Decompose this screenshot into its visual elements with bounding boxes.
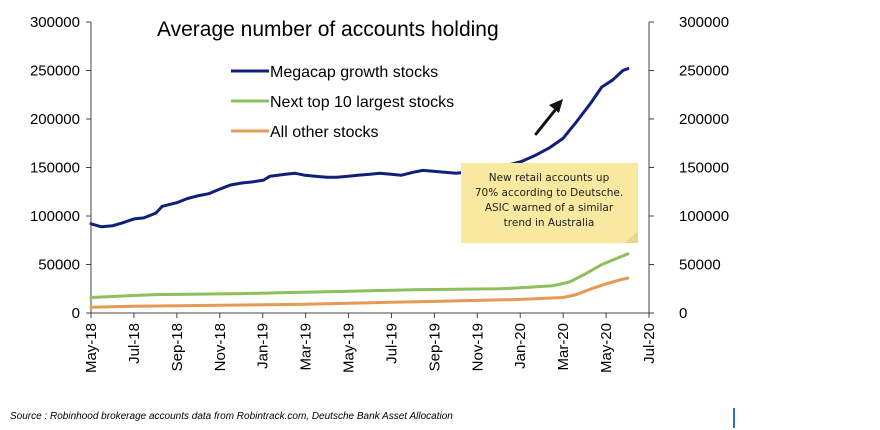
x-tick-label: May-18	[83, 323, 100, 373]
y-tick-label-right: 200000	[679, 111, 729, 128]
arrow-annotation	[534, 99, 563, 136]
chart-title: Average number of accounts holding	[157, 18, 499, 41]
x-tick-label: Sep-19	[426, 323, 443, 371]
note-line: New retail accounts up	[489, 172, 610, 184]
legend-label-0: Megacap growth stocks	[270, 64, 438, 81]
x-tick-labels: May-18 Jul-18 Sep-18 Nov-18 Jan-19 Mar-19 May-…	[83, 323, 658, 373]
y-tick-label-right: 300000	[679, 14, 729, 31]
x-tick-label: Sep-18	[169, 323, 186, 371]
note-background	[461, 163, 638, 243]
note-line: ASIC warned of a similar	[485, 202, 614, 214]
note-fold	[625, 231, 638, 243]
series-line-0	[89, 67, 630, 229]
legend: Megacap growth stocks Next top 10 largest…	[231, 64, 454, 141]
x-tick-label: Nov-18	[212, 323, 229, 371]
x-tick-label: Jul-20	[641, 323, 658, 364]
series-line-2	[89, 276, 630, 309]
x-tick-label: Nov-19	[469, 323, 486, 371]
y-tick-label-right: 150000	[679, 160, 729, 177]
source-text: Source : Robinhood brokerage accounts da…	[10, 411, 453, 422]
note-line: trend in Australia	[504, 217, 595, 229]
y-tick-label-left: 100000	[30, 208, 80, 225]
y-tick-label-left: 0	[72, 305, 80, 322]
x-tick-label: Jul-18	[126, 323, 143, 364]
x-tick-label: May-20	[598, 323, 615, 373]
legend-label-2: All other stocks	[270, 124, 378, 141]
note-line: 70% according to Deutsche.	[475, 187, 623, 199]
x-tick-label: Jan-19	[255, 323, 272, 369]
y-tick-label-right: 250000	[679, 63, 729, 80]
y-tick-label-right: 50000	[679, 257, 721, 274]
right-tick-labels: 0 50000 100000 150000 200000 250000 300000	[679, 14, 729, 322]
text-cursor-marker	[733, 408, 735, 428]
x-tick-label: May-19	[341, 323, 358, 373]
y-tick-label-left: 250000	[30, 63, 80, 80]
y-tick-label-left: 150000	[30, 160, 80, 177]
axes	[86, 21, 654, 318]
x-tick-label: Jan-20	[512, 323, 529, 369]
series-line-1	[89, 252, 630, 299]
legend-label-1: Next top 10 largest stocks	[270, 94, 454, 111]
y-tick-label-left: 200000	[30, 111, 80, 128]
left-tick-labels: 0 50000 100000 150000 200000 250000 300000	[30, 14, 80, 322]
x-tick-label: Mar-20	[555, 323, 572, 371]
x-tick-label: Mar-19	[298, 323, 315, 371]
y-tick-label-left: 300000	[30, 14, 80, 31]
arrow-head	[549, 99, 563, 113]
annotation-note: New retail accounts up 70% according to D…	[461, 163, 638, 243]
y-tick-label-right: 0	[679, 305, 687, 322]
x-tick-label: Jul-19	[383, 323, 400, 364]
series-lines	[89, 67, 630, 309]
y-tick-label-left: 50000	[38, 257, 80, 274]
y-tick-label-right: 100000	[679, 208, 729, 225]
